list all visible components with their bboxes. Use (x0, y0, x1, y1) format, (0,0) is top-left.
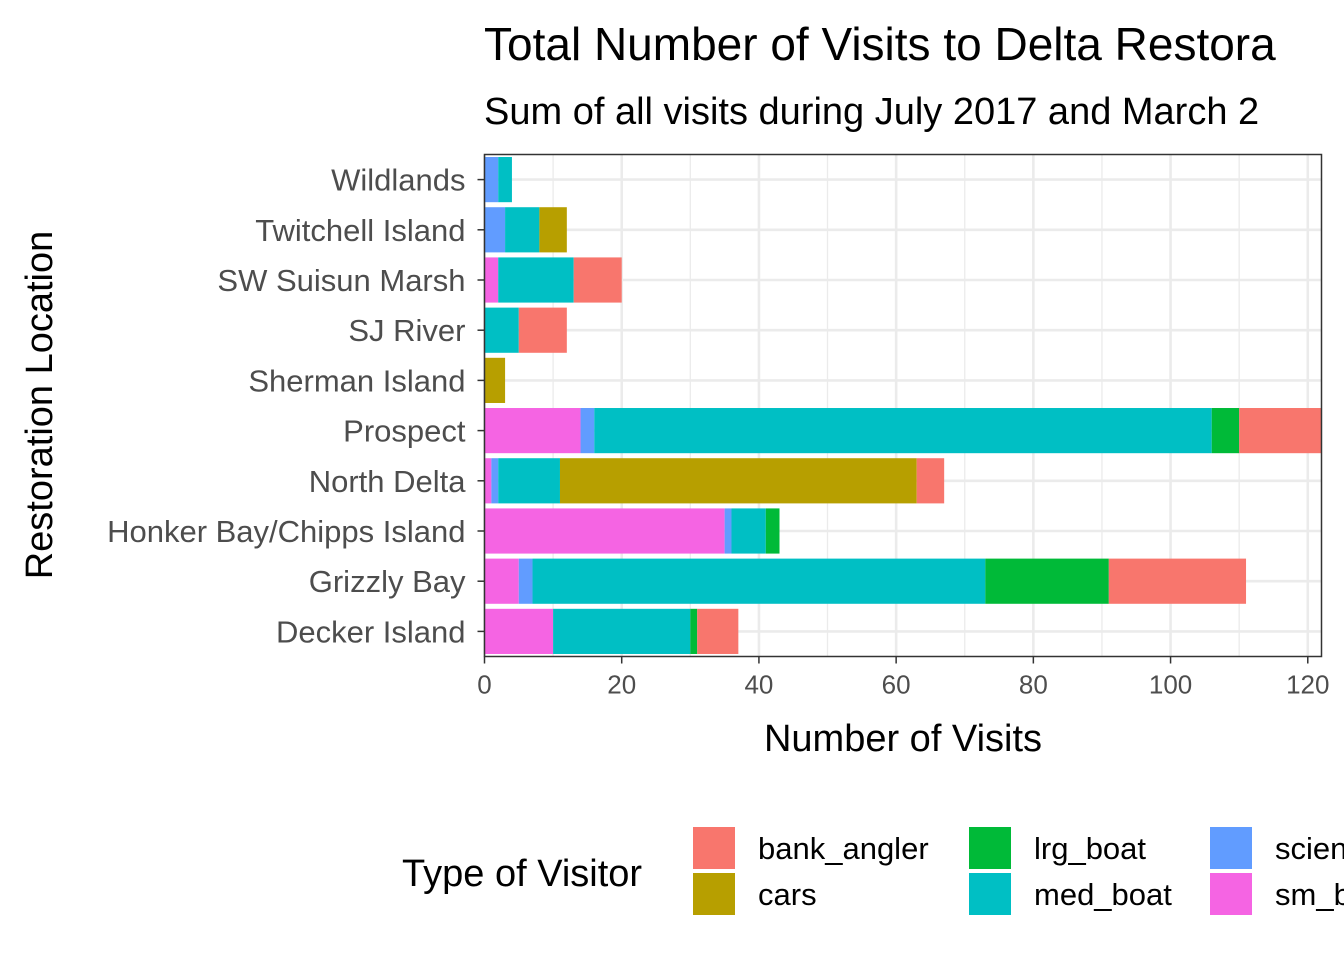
bar-segment-med_boat (594, 408, 1212, 454)
y-tick-label: SJ River (348, 313, 465, 348)
bar-segment-scientist (518, 558, 533, 604)
bar-segment-sm_boat (484, 608, 554, 654)
legend-label-scientist: scien (1275, 831, 1344, 866)
legend-label-cars: cars (758, 877, 817, 912)
legend-swatch-cars (693, 873, 735, 915)
x-tick-label: 40 (744, 670, 773, 700)
legend-swatch-bank_angler (693, 827, 735, 869)
x-tick-label: 80 (1019, 670, 1048, 700)
y-tick-label: Twitchell Island (255, 213, 465, 248)
bar-segment-lrg_boat (765, 508, 780, 554)
x-tick-label: 120 (1286, 670, 1329, 700)
bar-segment-lrg_boat (1211, 408, 1240, 454)
legend-swatch-scientist (1210, 827, 1252, 869)
bar-segment-med_boat (505, 207, 540, 253)
bar-segment-cars (539, 207, 567, 253)
x-axis-title: Number of Visits (764, 718, 1042, 760)
y-tick-label: Grizzly Bay (309, 564, 466, 599)
legend-label-sm_boat: sm_b (1275, 877, 1344, 912)
plot-panel-border (483, 153, 1323, 658)
y-tick-label: Honker Bay/Chipps Island (107, 514, 465, 549)
bar-segment-med_boat (498, 257, 574, 303)
y-tick-label: SW Suisun Marsh (217, 263, 465, 298)
bar-segment-lrg_boat (690, 608, 698, 654)
bar-segment-med_boat (498, 157, 512, 203)
bar-segment-med_boat (532, 558, 986, 604)
x-axis: 0 20 40 60 80 100 120 (477, 656, 1329, 700)
legend-swatch-lrg_boat (969, 827, 1011, 869)
x-tick-label: 100 (1149, 670, 1192, 700)
bar-segment-med_boat (731, 508, 766, 554)
bar-segment-scientist (484, 157, 499, 203)
x-tick-label: 0 (477, 670, 491, 700)
y-tick-label: Decker Island (276, 614, 466, 649)
legend-swatch-med_boat (969, 873, 1011, 915)
bar-segment-sm_boat (484, 508, 725, 554)
bar-segment-med_boat (498, 458, 560, 504)
bar-segment-scientist (491, 458, 499, 504)
legend-swatch-sm_boat (1210, 873, 1252, 915)
y-tick-label: Prospect (343, 414, 466, 449)
y-tick-label: North Delta (309, 464, 467, 499)
bar-segment-med_boat (553, 608, 691, 654)
bar-segment-scientist (724, 508, 732, 554)
y-tick-label: Wildlands (331, 163, 465, 198)
y-tick-label: Sherman Island (248, 363, 465, 398)
legend-label-med_boat: med_boat (1034, 877, 1172, 912)
bar-segment-lrg_boat (985, 558, 1109, 604)
bar-segment-scientist (580, 408, 595, 454)
bar-segment-bank_angler (916, 458, 945, 504)
legend-label-lrg_boat: lrg_boat (1034, 831, 1146, 866)
bar-segment-cars (559, 458, 917, 504)
y-axis: Decker Island Grizzly Bay Honker Bay/Chipp… (107, 163, 485, 649)
legend-title: Type of Visitor (402, 853, 642, 895)
y-axis-title: Restoration Location (19, 231, 61, 580)
bar-segment-bank_angler (1239, 408, 1322, 454)
bar-segment-sm_boat (484, 558, 519, 604)
bar-segment-sm_boat (484, 408, 581, 454)
legend-label-bank_angler: bank_angler (758, 831, 929, 866)
bar-segment-scientist (484, 207, 506, 253)
x-tick-label: 20 (607, 670, 636, 700)
bars (484, 157, 1322, 654)
chart-subtitle: Sum of all visits during July 2017 and M… (484, 91, 1259, 133)
chart-title: Total Number of Visits to Delta Restora (484, 18, 1276, 70)
bar-segment-bank_angler (518, 307, 567, 353)
bar-segment-bank_angler (697, 608, 739, 654)
x-tick-label: 60 (882, 670, 911, 700)
bar-segment-med_boat (484, 307, 519, 353)
bar-segment-sm_boat (484, 458, 492, 504)
bar-segment-sm_boat (484, 257, 499, 303)
bar-segment-bank_angler (573, 257, 622, 303)
bar-segment-bank_angler (1108, 558, 1247, 604)
bar-segment-cars (484, 357, 506, 403)
